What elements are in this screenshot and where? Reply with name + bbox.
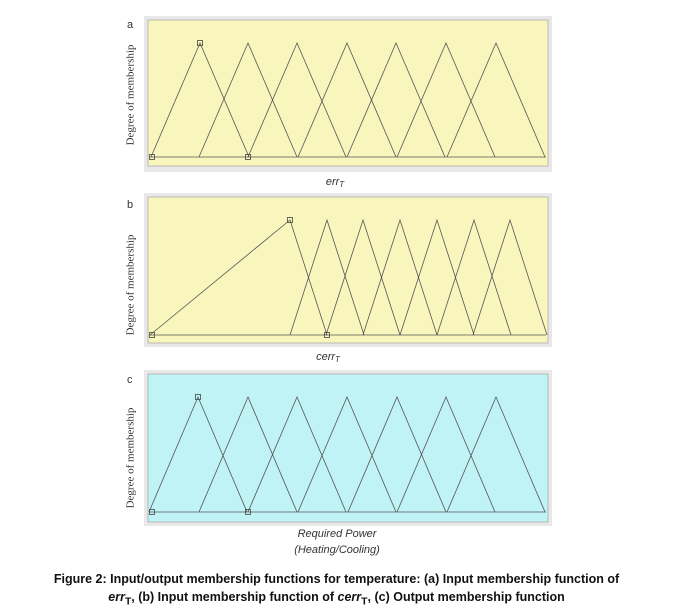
panels: a Degree of membership errT b Degree of … xyxy=(125,16,552,556)
x-label-main: err xyxy=(326,176,341,188)
marker xyxy=(195,394,201,400)
membership-function xyxy=(472,218,548,336)
membership-function xyxy=(247,395,347,513)
marker xyxy=(245,509,251,515)
membership-function xyxy=(446,395,546,513)
membership-function xyxy=(149,219,328,336)
caption-line: Figure 2: Input/output membership functi… xyxy=(53,572,620,586)
membership-function xyxy=(297,395,397,513)
membership-function xyxy=(325,218,401,336)
y-axis-label: Degree of membership xyxy=(125,407,137,508)
marker xyxy=(245,154,251,160)
membership-function xyxy=(399,218,475,336)
marker xyxy=(149,509,155,515)
membership-function xyxy=(347,395,447,513)
caption-line: errT, (b) Input membership function of c… xyxy=(0,590,673,608)
plot-area xyxy=(147,373,549,523)
plot-area xyxy=(147,196,549,344)
marker xyxy=(324,332,330,338)
membership-function xyxy=(362,218,438,336)
caption-sub: T xyxy=(361,596,368,608)
caption-sub: T xyxy=(124,596,132,608)
membership-function xyxy=(198,41,298,158)
marker xyxy=(197,40,203,46)
membership-function xyxy=(150,41,250,158)
y-axis-label: Degree of membership xyxy=(125,44,137,145)
x-axis-label: errT xyxy=(326,176,345,189)
plot-area xyxy=(147,19,549,167)
x-axis-label: (Heating/Cooling) xyxy=(294,544,380,556)
membership-function xyxy=(446,41,546,158)
marker xyxy=(149,332,155,338)
caption-text: , (c) Output membership function xyxy=(367,590,565,604)
membership-function xyxy=(148,395,248,513)
membership-function xyxy=(247,41,347,158)
caption-text: , (b) Input membership function of xyxy=(131,590,338,604)
panel-label: a xyxy=(127,19,134,31)
y-axis-label: Degree of membership xyxy=(125,234,137,335)
membership-function xyxy=(396,395,496,513)
panel-label: c xyxy=(127,374,133,386)
caption-term: cerr xyxy=(337,590,362,604)
x-label-main: cerr xyxy=(316,351,336,363)
marker xyxy=(149,154,155,160)
x-axis-label: Required Power xyxy=(298,528,378,540)
marker xyxy=(287,217,293,223)
membership-function xyxy=(289,218,365,336)
x-label-sub: T xyxy=(339,180,345,189)
x-label-sub: T xyxy=(335,355,341,364)
membership-function xyxy=(297,41,397,158)
membership-function xyxy=(346,41,446,158)
panel-label: b xyxy=(127,199,133,211)
membership-function xyxy=(396,41,496,158)
x-axis-label: cerrT xyxy=(316,351,341,364)
membership-function xyxy=(198,395,298,513)
membership-function xyxy=(436,218,512,336)
caption-term: err xyxy=(108,590,125,604)
